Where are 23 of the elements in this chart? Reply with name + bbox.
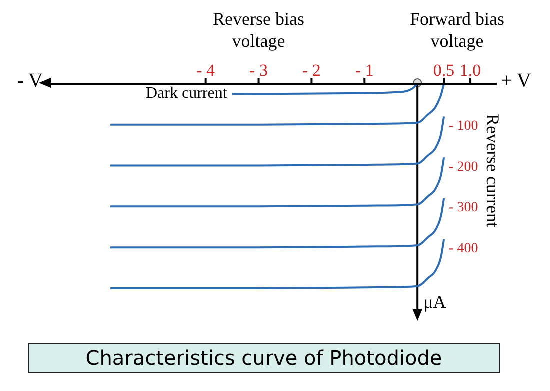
text: - V bbox=[16, 70, 43, 92]
x-tick-label: - 1 bbox=[355, 61, 374, 80]
y-tick-label: - 100 bbox=[449, 118, 478, 134]
line-series bbox=[110, 156, 446, 208]
text: Forward bias voltage bbox=[409, 8, 506, 52]
line-series bbox=[110, 198, 446, 249]
line-series bbox=[110, 116, 446, 167]
y-tick-label: - 300 bbox=[449, 200, 478, 216]
line-series bbox=[110, 84, 446, 126]
x-tick-label: 1.0 bbox=[460, 61, 482, 80]
y-tick-label: - 400 bbox=[449, 242, 478, 257]
y-axis-title: Reverse current bbox=[482, 114, 504, 228]
series-label: Dark current bbox=[144, 85, 228, 104]
annotation: μA bbox=[424, 291, 448, 313]
text: Characteristics curve of Photodiode bbox=[28, 343, 500, 373]
x-tick-label: 0.5 bbox=[433, 61, 455, 80]
x-tick-label: - 3 bbox=[250, 61, 268, 80]
y-tick-label: - 200 bbox=[449, 160, 478, 175]
x-tick-label: - 2 bbox=[302, 61, 321, 80]
x-tick-label: - 4 bbox=[196, 61, 216, 80]
text: Reverse bias voltage bbox=[212, 8, 306, 52]
text: + V bbox=[501, 70, 532, 92]
line-series bbox=[110, 238, 446, 290]
